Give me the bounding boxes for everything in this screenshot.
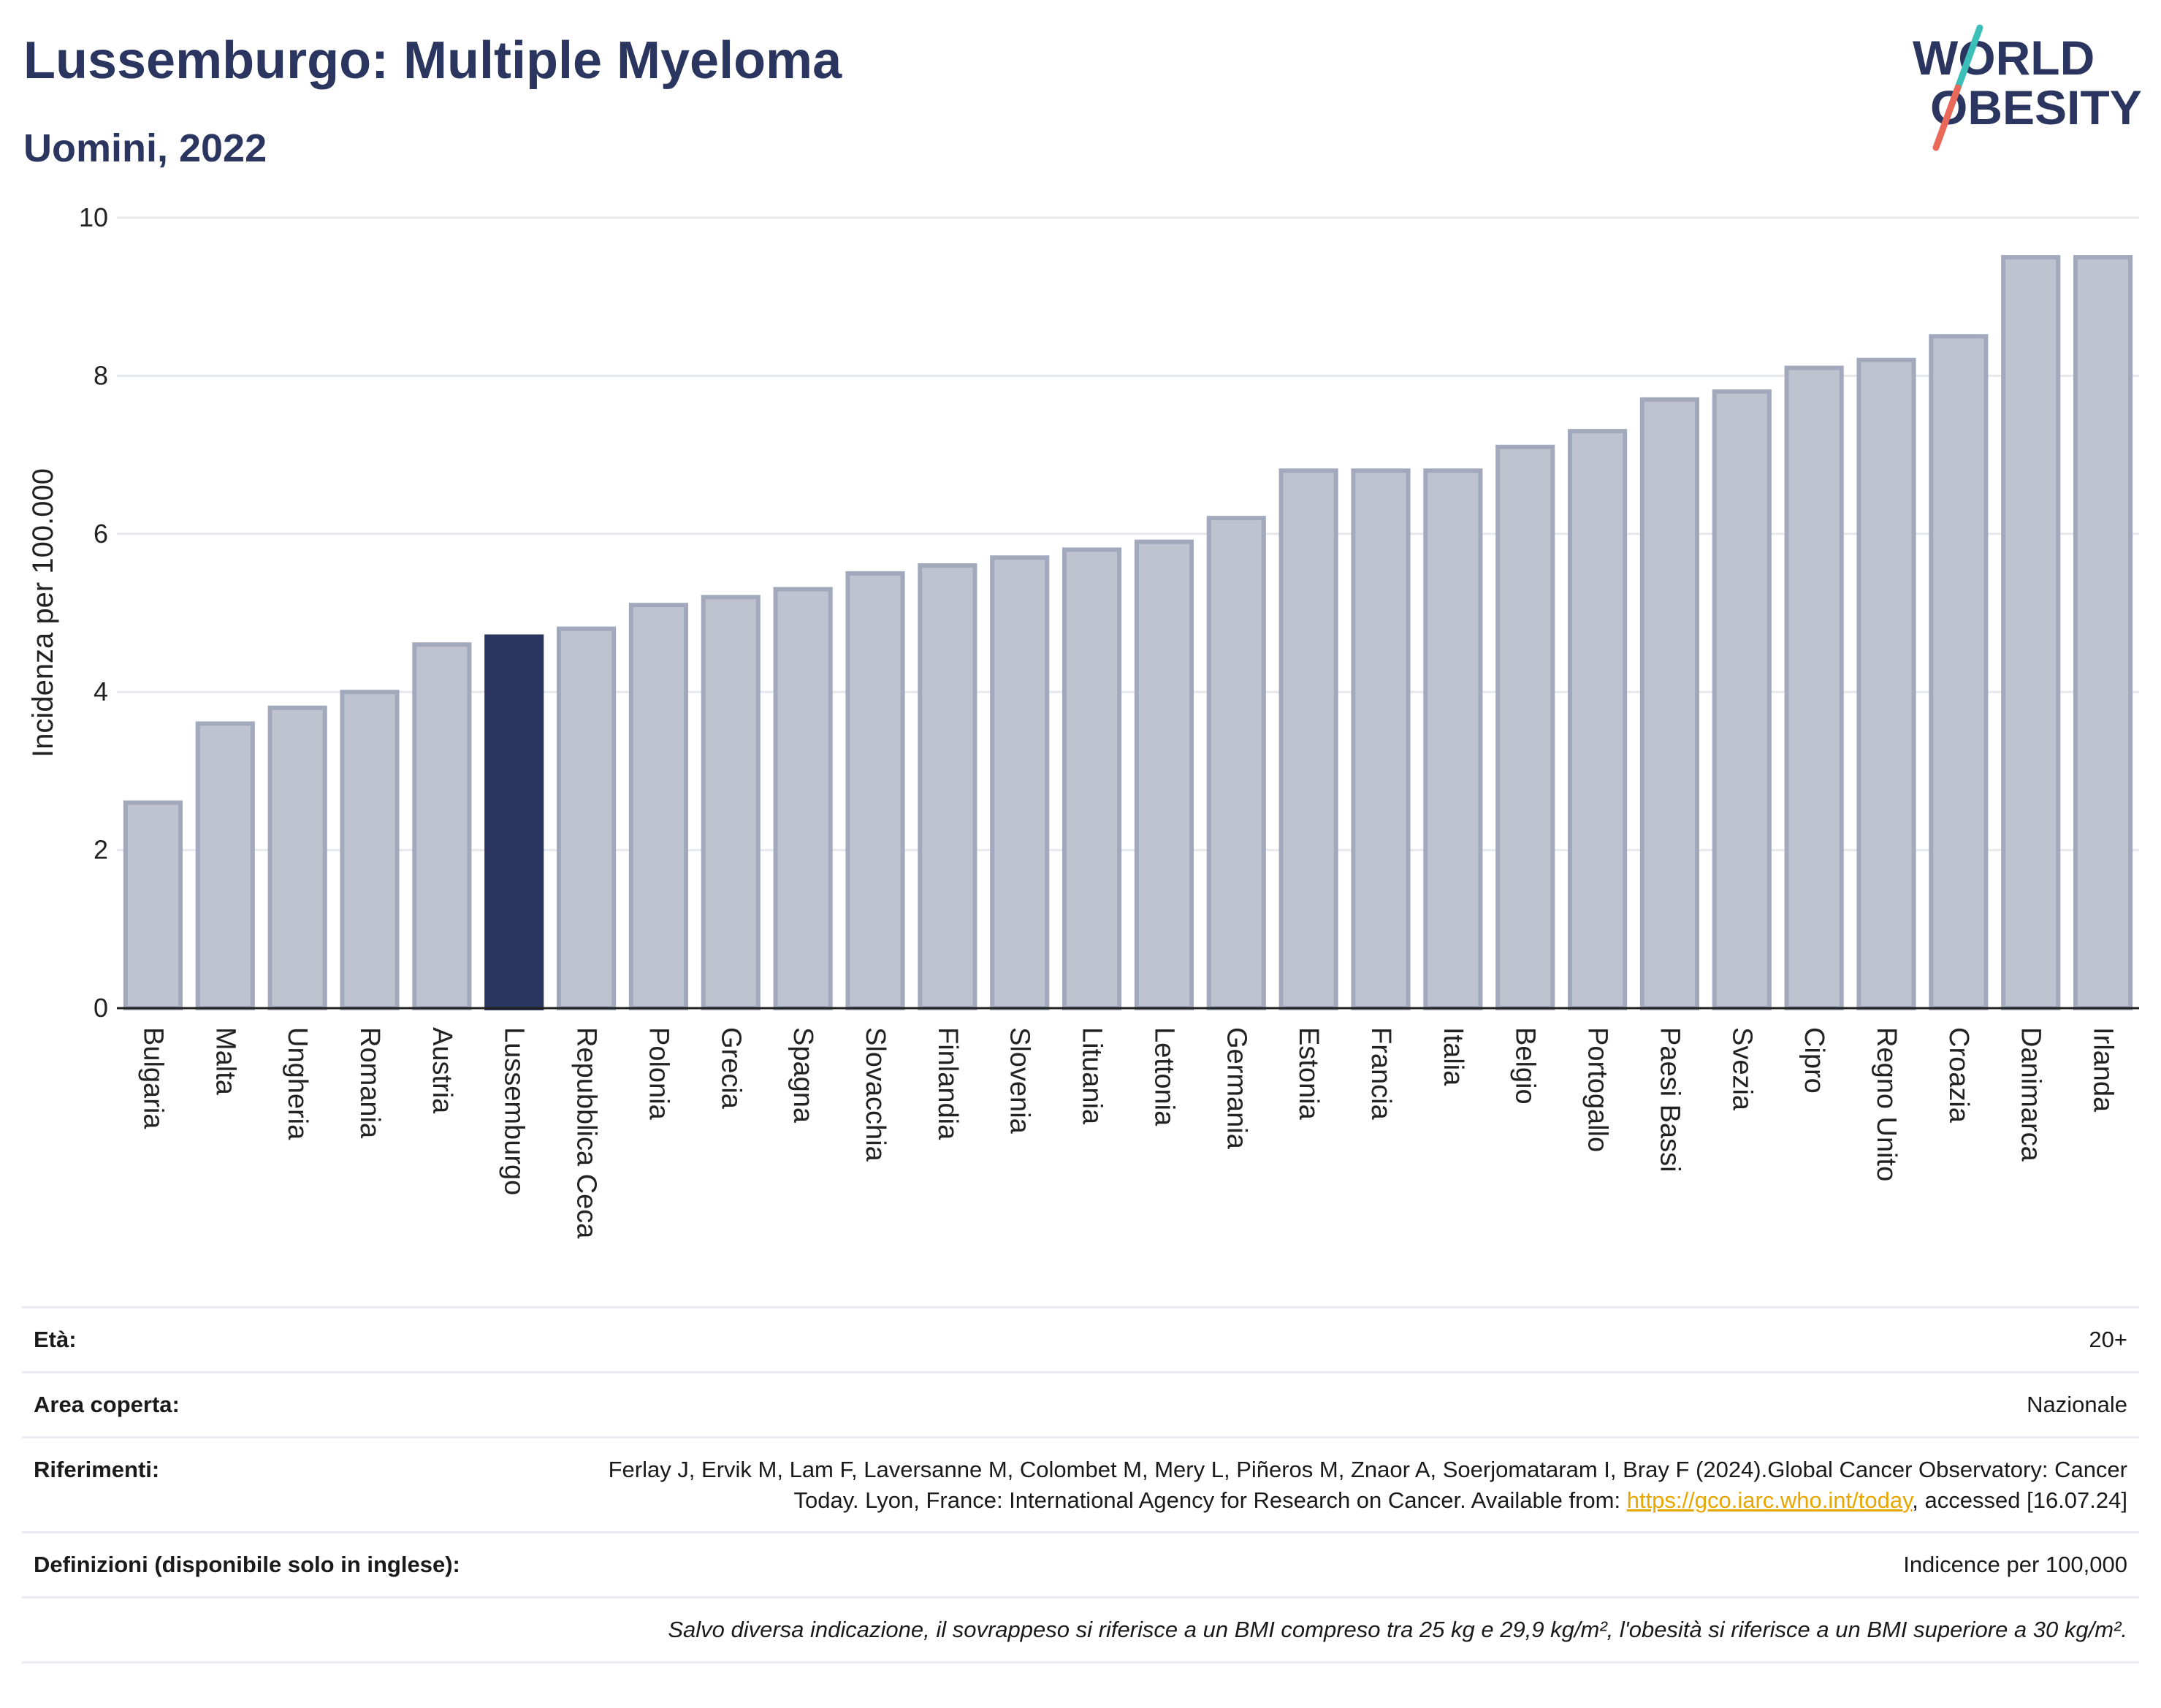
world-obesity-logo: WORLD OBESITY [1913, 24, 2142, 151]
info-table: Età: 20+ Area coperta: Nazionale Riferim… [22, 1306, 2139, 1664]
bar-chart: 0 2 4 6 8 10 Incidenza per 100.000 Bulgaria Malt… [27, 202, 2139, 1239]
bar-repubblica-ceca [557, 626, 617, 1010]
bar-irlanda [2073, 255, 2133, 1011]
bar-croazia [1929, 334, 1989, 1011]
y-axis-title: Incidenza per 100.000 [27, 468, 59, 758]
y-tick-label: 6 [94, 519, 108, 549]
x-tick-label: Ungheria [282, 1027, 313, 1140]
info-row-area: Area coperta: Nazionale [22, 1370, 2139, 1438]
x-tick-label: Lussemburgo [499, 1027, 530, 1195]
bar-polonia [628, 603, 688, 1010]
x-tick-label: Estonia [1293, 1027, 1324, 1121]
bar-regno-unito [1856, 357, 1916, 1010]
x-tick-label: Polonia [643, 1027, 674, 1121]
x-tick-label: Slovenia [1005, 1027, 1035, 1135]
x-tick-label: Cipro [1799, 1027, 1829, 1094]
x-tick-label: Danimarca [2016, 1027, 2046, 1162]
references-accessed: , accessed [16.07.24] [1912, 1487, 2127, 1513]
references-label: Riferimenti: [22, 1436, 557, 1533]
logo-slash-top-icon [1954, 24, 1983, 91]
x-tick-label: Bulgaria [137, 1027, 168, 1129]
bar-austria [412, 642, 472, 1011]
x-tick-label: Belgio [1510, 1027, 1541, 1105]
y-tick-label: 4 [94, 676, 108, 706]
info-row-definitions: Definizioni (disponibile solo in inglese… [22, 1531, 2139, 1598]
definitions-value: Indicence per 100,000 [557, 1531, 2139, 1598]
references-link[interactable]: https://gco.iarc.who.int/today [1626, 1487, 1913, 1513]
y-tick-label: 2 [94, 835, 108, 865]
footnote: Salvo diversa indicazione, il sovrappeso… [22, 1596, 2139, 1664]
y-tick-label: 8 [94, 360, 108, 390]
x-tick-label: Regno Unito [1871, 1027, 1902, 1181]
info-row-note: Salvo diversa indicazione, il sovrappeso… [22, 1596, 2139, 1664]
bar-belgio [1495, 444, 1555, 1010]
area-value: Nazionale [557, 1370, 2139, 1438]
bar-grecia [701, 595, 761, 1010]
logo-slash-bottom-icon [1932, 84, 1962, 151]
bar-portogallo [1568, 429, 1628, 1010]
y-tick-label: 0 [94, 993, 108, 1023]
bar-italia [1423, 468, 1483, 1010]
bar-danimarca [2001, 255, 2061, 1011]
bar-cipro [1784, 365, 1844, 1010]
logo-text-obesity: OBESITY [1930, 80, 2142, 134]
y-tick-label: 10 [79, 202, 108, 232]
references-value: Ferlay J, Ervik M, Lam F, Laversanne M, … [557, 1436, 2139, 1533]
definitions-label: Definizioni (disponibile solo in inglese… [22, 1531, 557, 1598]
bar-paesi-bassi [1639, 397, 1699, 1010]
x-tick-label: Italia [1438, 1027, 1468, 1086]
x-tick-label: Germania [1221, 1027, 1251, 1150]
x-tick-label: Portogallo [1582, 1027, 1613, 1152]
bar-romania [340, 690, 400, 1010]
references-text: Ferlay J, Ervik M, Lam F, Laversanne M, … [608, 1456, 2127, 1513]
chart-title: Lussemburgo: Multiple Myeloma [23, 31, 842, 90]
x-tick-label: Austria [427, 1027, 457, 1114]
x-tick-label: Grecia [715, 1027, 746, 1110]
x-tick-label: Spagna [788, 1027, 818, 1124]
info-row-eta: Età: 20+ [22, 1306, 2139, 1373]
chart-subtitle: Uomini, 2022 [23, 126, 267, 170]
x-tick-label: Slovacchia [860, 1027, 891, 1162]
x-tick-label: Paesi Bassi [1654, 1027, 1685, 1173]
x-tick-label: Lituania [1077, 1027, 1108, 1125]
x-tick-label: Malta [210, 1027, 240, 1096]
bar-slovenia [990, 555, 1050, 1010]
bar-bulgaria [123, 800, 183, 1010]
info-row-references: Riferimenti: Ferlay J, Ervik M, Lam F, L… [22, 1436, 2139, 1533]
x-tick-label: Croazia [1943, 1027, 1974, 1124]
bar-lettonia [1134, 539, 1194, 1010]
x-tick-label: Romania [354, 1027, 385, 1139]
bar-lituania [1062, 547, 1122, 1010]
bar-spagna [773, 587, 833, 1010]
bar-svezia [1712, 389, 1772, 1011]
x-tick-label: Repubblica Ceca [571, 1027, 602, 1239]
bar-ungheria [267, 705, 327, 1011]
eta-label: Età: [22, 1306, 557, 1373]
x-tick-label: Irlanda [2088, 1027, 2119, 1113]
x-tick-label: Svezia [1726, 1027, 1757, 1111]
eta-value: 20+ [557, 1306, 2139, 1373]
bar-germania [1206, 516, 1266, 1011]
x-tick-label: Finlandia [932, 1027, 963, 1140]
bar-finlandia [918, 563, 977, 1010]
bar-lussemburgo [484, 634, 544, 1011]
x-tick-label: Francia [1365, 1027, 1396, 1121]
logo-text-world: WORLD [1913, 31, 2095, 85]
x-tick-label: Lettonia [1148, 1027, 1179, 1126]
bar-malta [195, 721, 255, 1010]
bar-estonia [1278, 468, 1338, 1010]
area-label: Area coperta: [22, 1370, 557, 1438]
bar-slovacchia [845, 571, 905, 1010]
bar-francia [1351, 468, 1411, 1010]
